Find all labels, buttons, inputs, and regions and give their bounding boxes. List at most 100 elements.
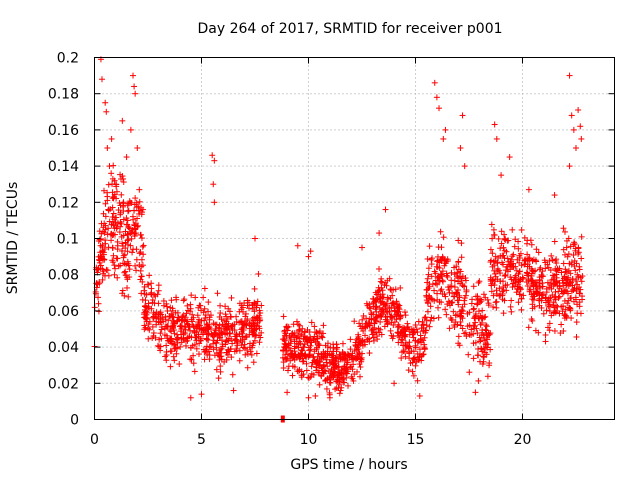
- data-point: [120, 175, 127, 182]
- data-point: [135, 203, 142, 210]
- data-point: [155, 282, 162, 289]
- data-point: [126, 266, 133, 273]
- data-point: [551, 238, 558, 245]
- data-point: [119, 247, 126, 254]
- data-point: [180, 297, 187, 304]
- data-point: [132, 195, 139, 202]
- data-point: [308, 319, 315, 326]
- data-point: [111, 191, 118, 198]
- data-point: [133, 246, 140, 253]
- data-point: [201, 285, 208, 292]
- data-point: [425, 265, 432, 272]
- data-point: [128, 235, 135, 242]
- data-point: [246, 305, 253, 312]
- data-point: [410, 355, 417, 362]
- data-point: [470, 283, 477, 290]
- data-point: [510, 251, 517, 258]
- data-point: [156, 319, 163, 326]
- data-point: [104, 145, 111, 151]
- data-point: [570, 126, 577, 133]
- data-point: [359, 316, 366, 323]
- data-point: [168, 328, 175, 335]
- data-point: [137, 249, 144, 256]
- data-point: [116, 229, 123, 236]
- data-point: [406, 339, 413, 346]
- data-point: [187, 356, 194, 363]
- data-point: [377, 278, 384, 285]
- data-point: [97, 262, 104, 269]
- data-point: [138, 263, 145, 270]
- data-point: [358, 244, 365, 251]
- data-point: [577, 123, 584, 130]
- data-point: [230, 387, 237, 394]
- data-point: [120, 207, 127, 214]
- data-point: [578, 255, 585, 262]
- data-point: [256, 339, 263, 346]
- data-point: [164, 307, 171, 314]
- data-point: [470, 355, 477, 362]
- data-point: [493, 298, 500, 305]
- data-point: [101, 229, 108, 236]
- data-point: [138, 273, 145, 280]
- data-point: [415, 318, 422, 325]
- data-point: [139, 206, 146, 213]
- data-point: [122, 228, 129, 235]
- data-point: [424, 256, 431, 263]
- data-point: [338, 384, 345, 391]
- data-point: [455, 297, 462, 304]
- data-point: [236, 357, 243, 364]
- data-point: [294, 242, 301, 249]
- data-point: [134, 215, 141, 222]
- data-point: [392, 286, 399, 293]
- data-point: [102, 213, 109, 220]
- data-point: [192, 294, 199, 301]
- data-point: [207, 312, 214, 319]
- data-point: [422, 314, 429, 321]
- data-point: [387, 286, 394, 293]
- data-point: [138, 235, 145, 242]
- data-point: [433, 94, 440, 101]
- data-point: [100, 249, 107, 256]
- data-point: [137, 231, 144, 238]
- data-point: [119, 117, 126, 124]
- data-point: [142, 297, 149, 304]
- data-point: [136, 250, 143, 257]
- data-point: [243, 333, 250, 340]
- data-point: [566, 163, 573, 170]
- y-tick-labels: 0 0.02 0.04 0.06 0.08 0.1 0.12 0.14 0.16 0.18 0.2: [48, 51, 79, 429]
- data-point: [573, 319, 580, 326]
- data-point: [508, 297, 515, 304]
- data-point: [551, 327, 558, 334]
- data-point: [195, 351, 202, 358]
- data-point: [578, 233, 585, 240]
- data-point: [561, 228, 568, 235]
- data-point: [250, 359, 257, 366]
- data-point: [448, 283, 455, 290]
- data-point: [124, 248, 131, 255]
- data-point: [129, 249, 136, 256]
- data-point: [133, 267, 140, 274]
- y-tick-label: 0.2: [57, 51, 79, 67]
- data-point: [217, 302, 224, 309]
- data-point: [488, 221, 495, 228]
- data-point: [211, 157, 218, 164]
- data-point: [137, 267, 144, 274]
- data-point: [134, 145, 141, 151]
- data-point: [493, 304, 500, 311]
- data-point: [110, 162, 117, 169]
- y-tick-label: 0.04: [48, 340, 79, 356]
- data-point: [217, 363, 224, 370]
- data-point: [253, 350, 260, 357]
- data-point: [122, 272, 129, 279]
- data-point: [155, 287, 162, 294]
- data-point: [163, 342, 170, 349]
- data-point: [573, 334, 580, 341]
- data-point: [207, 344, 214, 351]
- data-point: [114, 238, 121, 245]
- data-point: [255, 270, 262, 277]
- data-point: [100, 187, 107, 194]
- data-point: [455, 237, 462, 244]
- data-point: [479, 307, 486, 314]
- data-point: [140, 242, 147, 249]
